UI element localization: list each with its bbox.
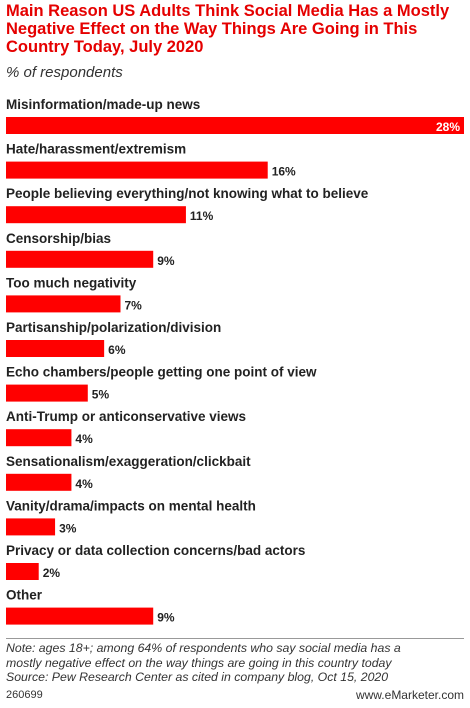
value-label: 3% (59, 521, 77, 535)
value-label: 4% (75, 477, 93, 491)
brand-link[interactable]: www.eMarketer.com (355, 688, 464, 702)
bar (6, 206, 186, 224)
category-label: People believing everything/not knowing … (6, 186, 369, 201)
chart-title: Main Reason US Adults Think Social Media… (6, 2, 450, 56)
chart-id: 260699 (6, 689, 43, 701)
bar (6, 117, 464, 134)
category-label: Echo chambers/people getting one point o… (6, 365, 317, 380)
value-label: 28% (436, 120, 460, 134)
category-label: Vanity/drama/impacts on mental health (6, 498, 256, 513)
bar (6, 340, 105, 357)
note-line-1: Note: ages 18+; among 64% of respondents… (6, 641, 401, 655)
value-label: 5% (92, 388, 110, 402)
source-line: Source: Pew Research Center as cited in … (6, 670, 389, 684)
category-label: Too much negativity (6, 275, 137, 290)
value-label: 9% (157, 254, 175, 268)
chart-notes: Note: ages 18+; among 64% of respondents… (6, 641, 466, 685)
value-label: 9% (157, 611, 175, 625)
note-line-2: mostly negative effect on the way things… (6, 655, 392, 670)
value-label: 6% (108, 343, 126, 357)
bar (6, 295, 121, 313)
bar-chart: Misinformation/made-up news 28% Hate/haras… (6, 97, 464, 625)
value-label: 2% (43, 566, 61, 580)
category-label: Anti-Trump or anticonservative views (6, 409, 246, 424)
category-label: Other (6, 588, 43, 603)
category-label: Sensationalism/exaggeration/clickbait (6, 454, 251, 469)
category-label: Misinformation/made-up news (6, 97, 200, 112)
category-label: Censorship/bias (6, 231, 111, 246)
value-label: 4% (75, 432, 93, 446)
bar (6, 250, 154, 268)
bar (6, 384, 88, 402)
category-label: Hate/harassment/extremism (6, 142, 186, 157)
category-label: Partisanship/polarization/division (6, 320, 221, 335)
bar (6, 518, 56, 536)
value-label: 7% (125, 298, 143, 312)
bar (6, 161, 268, 179)
bar (6, 473, 72, 491)
footer-divider (6, 638, 464, 639)
category-label: Privacy or data collection concerns/bad … (6, 543, 305, 558)
value-label: 16% (272, 165, 296, 179)
value-label: 11% (190, 209, 214, 223)
bar (6, 563, 39, 580)
chart-subtitle: % of respondents (6, 64, 123, 81)
bar (6, 429, 72, 447)
bar (6, 607, 154, 625)
